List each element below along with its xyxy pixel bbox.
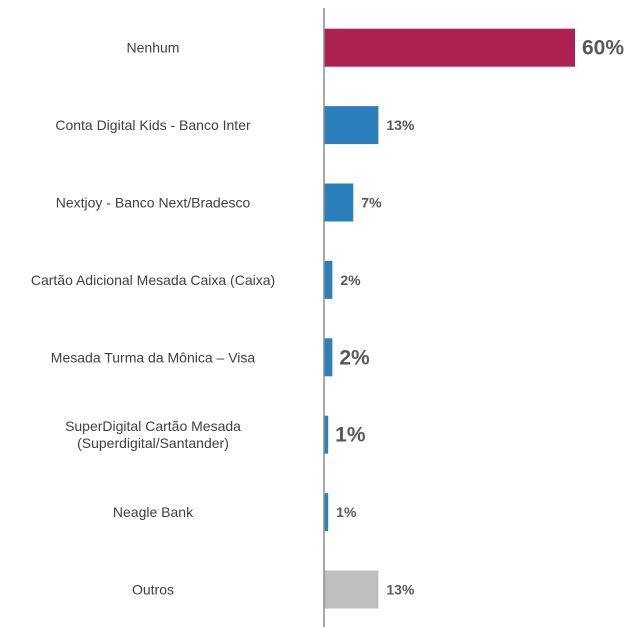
category-label-line: Conta Digital Kids - Banco Inter <box>55 117 251 133</box>
bar-2 <box>324 183 354 222</box>
value-label-0: 60% <box>582 37 624 60</box>
category-label-line: Outros <box>132 582 174 598</box>
bar-1 <box>324 106 379 145</box>
category-label-4: Mesada Turma da Mônica – Visa <box>51 349 256 365</box>
category-label-line: (Superdigital/Santander) <box>77 435 229 451</box>
value-label-1: 13% <box>386 117 415 133</box>
category-label-line: Mesada Turma da Mônica – Visa <box>51 349 256 365</box>
category-label-0: Nenhum <box>127 40 180 56</box>
bar-4 <box>324 338 333 377</box>
value-label-3: 2% <box>340 272 361 288</box>
category-label-3: Cartão Adicional Mesada Caixa (Caixa) <box>31 272 275 288</box>
value-label-7: 13% <box>386 582 415 598</box>
bar-5 <box>324 415 329 454</box>
value-label-6: 1% <box>336 504 357 520</box>
category-label-line: Neagle Bank <box>113 504 194 520</box>
bar-6 <box>324 493 329 532</box>
bar-3 <box>324 260 333 299</box>
category-label-7: Outros <box>132 582 174 598</box>
bar-0 <box>324 28 575 67</box>
bar-7 <box>324 570 379 609</box>
category-label-5: SuperDigital Cartão Mesada (Superdigital/… <box>65 418 241 451</box>
category-label-2: Nextjoy - Banco Next/Bradesco <box>56 195 251 211</box>
value-label-4: 2% <box>339 346 370 369</box>
value-label-5: 1% <box>335 424 366 447</box>
value-label-2: 7% <box>361 195 382 211</box>
category-label-line: SuperDigital Cartão Mesada <box>65 418 241 434</box>
category-label-1: Conta Digital Kids - Banco Inter <box>55 117 251 133</box>
category-label-6: Neagle Bank <box>113 504 194 520</box>
category-label-line: Cartão Adicional Mesada Caixa (Caixa) <box>31 272 275 288</box>
category-label-line: Nextjoy - Banco Next/Bradesco <box>56 195 251 211</box>
category-label-line: Nenhum <box>127 40 180 56</box>
